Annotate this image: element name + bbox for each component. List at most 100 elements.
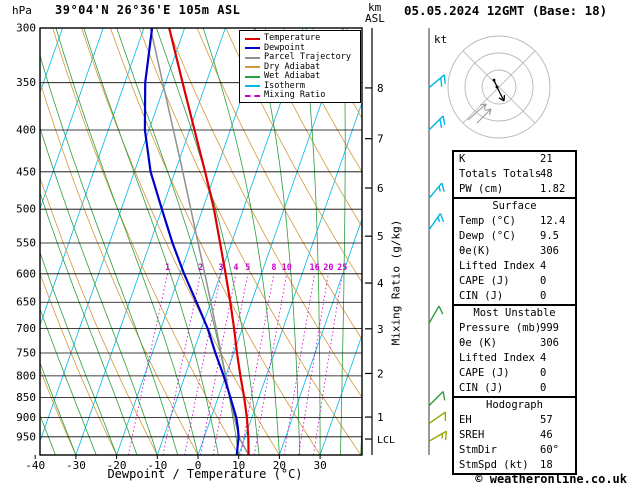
temp-axis: -40 -30 -20 -10 0 10 20 30 xyxy=(25,455,327,472)
temp-label: 0 xyxy=(195,459,202,472)
legend-item-wet-adiabat: Wet Adiabat xyxy=(245,71,358,82)
mixing-ratio-label: 10 xyxy=(282,263,292,273)
asl-axis-label: ASL xyxy=(365,12,385,25)
legend-swatch xyxy=(245,94,260,97)
legend-label: Parcel Trajectory xyxy=(264,52,351,63)
legend-item-mixing-ratio: Mixing Ratio xyxy=(245,90,358,101)
temperature-curve xyxy=(168,28,250,455)
stat-label: StmSpd (kt) xyxy=(459,459,529,471)
km-label: 3 xyxy=(377,323,384,336)
storm-motion-arrow xyxy=(467,103,487,121)
stat-row-dewp-c: Dewp (°C) 9.5 xyxy=(454,229,575,244)
pressure-label: 750 xyxy=(16,346,36,359)
stats-section-surface: Surface Temp (°C) 12.4 Dewp (°C) 9.5 θe(K) 306… xyxy=(454,197,575,304)
stat-row-stmdir: StmDir 60° xyxy=(454,443,575,458)
km-label: 5 xyxy=(377,230,384,243)
stat-label: θe(K) xyxy=(459,245,491,257)
stat-row-lifted-index: Lifted Index 4 xyxy=(454,351,575,366)
hodograph-ring xyxy=(481,69,517,105)
x-axis-title: Dewpoint / Temperature (°C) xyxy=(107,467,303,481)
km-label: 7 xyxy=(377,133,384,146)
km-label: 1 xyxy=(377,411,384,424)
hodograph-ring xyxy=(447,35,551,139)
wind-barb-column xyxy=(428,28,448,455)
stat-value: 999 xyxy=(540,322,559,334)
wind-barb xyxy=(428,115,446,131)
hodograph-point xyxy=(495,85,499,89)
stat-value: 0 xyxy=(540,290,547,302)
stat-row-e-k: θe(K) 306 xyxy=(454,244,575,259)
legend-swatch xyxy=(245,75,260,78)
stat-row-cin-j: CIN (J) 0 xyxy=(454,289,575,304)
stat-row-temp-c: Temp (°C) 12.4 xyxy=(454,214,575,229)
stat-row-sreh: SREH 46 xyxy=(454,428,575,443)
km-label: 4 xyxy=(377,277,384,290)
pressure-label: 850 xyxy=(16,391,36,404)
pressure-label: 550 xyxy=(16,236,36,249)
pressure-unit-label: hPa xyxy=(12,4,32,17)
legend-label: Temperature xyxy=(264,33,321,44)
pressure-label: 900 xyxy=(16,411,36,424)
stat-value: 1.82 xyxy=(540,183,566,195)
stat-label: Temp (°C) xyxy=(459,215,516,227)
stat-value: 18 xyxy=(540,459,553,471)
pressure-label: 400 xyxy=(16,124,36,137)
mixing-ratio-label: 2 xyxy=(198,263,203,273)
km-label: 2 xyxy=(377,367,384,380)
stat-value: 0 xyxy=(540,367,547,379)
datetime-title: 05.05.2024 12GMT (Base: 18) xyxy=(404,3,608,18)
stats-table: K 21 Totals Totals 48 PW (cm) 1.82 Surface Temp… xyxy=(452,150,577,475)
stat-row-pw-cm: PW (cm) 1.82 xyxy=(454,182,575,197)
stat-row-e-k: θe (K) 306 xyxy=(454,336,575,351)
legend-label: Wet Adiabat xyxy=(264,71,321,82)
mixing-ratio-label: 16 xyxy=(310,263,320,273)
parcel-trajectory-curve xyxy=(149,28,250,455)
stats-section-indices: K 21 Totals Totals 48 PW (cm) 1.82 xyxy=(454,152,575,197)
pressure-label: 800 xyxy=(16,369,36,382)
chart-border xyxy=(39,27,363,456)
legend-label: Dry Adiabat xyxy=(264,61,321,72)
pressure-label: 450 xyxy=(16,165,36,178)
stat-label: K xyxy=(459,153,466,165)
stat-value: 0 xyxy=(540,275,547,287)
stat-value: 306 xyxy=(540,245,559,257)
pressure-label: 350 xyxy=(16,76,36,89)
stats-section-title: Most Unstable xyxy=(473,307,556,319)
stat-label: θe (K) xyxy=(459,337,497,349)
stat-label: CAPE (J) xyxy=(459,367,510,379)
right-axis-title: Mixing Ratio (g/kg) xyxy=(389,219,403,346)
wind-barb xyxy=(428,411,447,425)
temp-label: -40 xyxy=(25,459,45,472)
legend-swatch xyxy=(245,85,260,87)
station-title: 39°04'N 26°36'E 105m ASL xyxy=(55,3,241,17)
stats-section-title: Hodograph xyxy=(486,399,543,411)
legend-item-isotherm: Isotherm xyxy=(245,82,358,90)
hodograph-ring xyxy=(464,52,534,122)
legend-item-parcel-trajectory: Parcel Trajectory xyxy=(245,52,358,63)
mixing-ratio-label: 25 xyxy=(337,263,347,273)
stat-value: 57 xyxy=(540,414,553,426)
legend-item-dewpoint: Dewpoint xyxy=(245,44,358,52)
stat-value: 48 xyxy=(540,168,553,180)
stats-section-title: Surface xyxy=(492,200,537,212)
legend-swatch xyxy=(245,37,260,40)
temp-label: -10 xyxy=(147,459,167,472)
legend-item-dry-adiabat: Dry Adiabat xyxy=(245,61,358,72)
lcl-label: LCL xyxy=(377,435,395,446)
temp-label: -30 xyxy=(66,459,86,472)
wind-barb xyxy=(428,213,445,231)
stat-value: 46 xyxy=(540,429,553,441)
stat-row-pressure-mb: Pressure (mb) 999 xyxy=(454,321,575,336)
stat-label: Lifted Index xyxy=(459,352,535,364)
temp-label: 30 xyxy=(313,459,326,472)
km-axis: 1 2 3 4 5 6 7 8 LCL xyxy=(365,28,395,455)
wind-barb xyxy=(428,390,446,407)
mixing-ratio-labels: 1 2 3 4 5 8 10 16 20 25 xyxy=(165,263,347,273)
stat-value: 12.4 xyxy=(540,215,566,227)
km-axis-unit-label: km xyxy=(368,1,382,14)
legend-label: Mixing Ratio xyxy=(264,90,326,101)
pressure-label: 700 xyxy=(16,322,36,335)
stat-row-k: K 21 xyxy=(454,152,575,167)
pressure-label: 600 xyxy=(16,267,36,280)
stat-label: Dewp (°C) xyxy=(459,230,516,242)
